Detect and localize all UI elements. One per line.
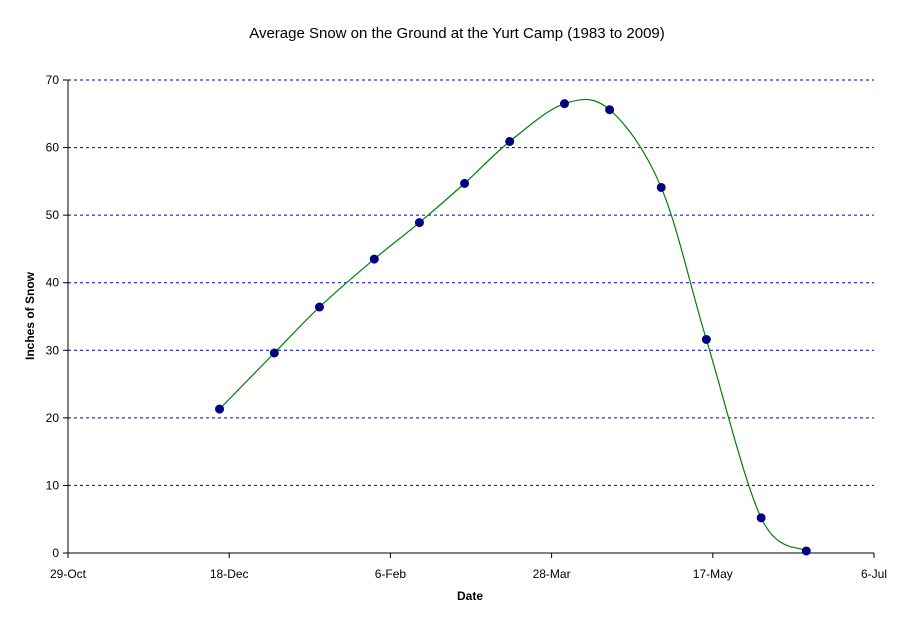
x-tick-label: 18-Dec [210, 567, 249, 581]
y-tick-label: 40 [46, 276, 60, 290]
x-tick-label: 6-Jul [861, 567, 887, 581]
data-point [756, 513, 766, 523]
x-tick-label: 17-May [693, 567, 733, 581]
y-tick-label: 50 [46, 208, 60, 222]
x-ticks: 29-Oct 18-Dec 6-Feb 28-Mar 17-May 6-Jul [50, 553, 887, 581]
data-point [414, 218, 424, 228]
x-tick-label: 28-Mar [533, 567, 571, 581]
data-point [701, 334, 711, 344]
y-tick-label: 60 [46, 141, 60, 155]
axes [67, 80, 874, 554]
y-axis-title: Inches of Snow [23, 271, 37, 360]
x-tick-label: 6-Feb [375, 567, 407, 581]
x-axis-title: Date [457, 589, 483, 603]
data-point [801, 546, 811, 556]
x-tick-label: 29-Oct [50, 567, 87, 581]
data-point [314, 302, 324, 312]
y-tick-label: 30 [46, 343, 60, 357]
y-tick-label: 70 [46, 73, 60, 87]
chart-title: Average Snow on the Ground at the Yurt C… [249, 25, 665, 42]
y-tick-label: 10 [46, 478, 60, 492]
data-point [460, 178, 470, 188]
data-point [605, 105, 615, 115]
series-markers [215, 99, 811, 556]
data-point [559, 99, 569, 109]
data-point [369, 254, 379, 264]
y-tick-label: 0 [52, 546, 59, 560]
data-point [215, 404, 225, 414]
y-tick-label: 20 [46, 411, 60, 425]
data-point [656, 182, 666, 192]
data-point [505, 136, 515, 146]
y-ticks: 0 10 20 30 40 50 60 70 [46, 73, 68, 560]
series-line [219, 98, 807, 552]
data-point [269, 348, 279, 358]
gridlines [68, 79, 874, 486]
